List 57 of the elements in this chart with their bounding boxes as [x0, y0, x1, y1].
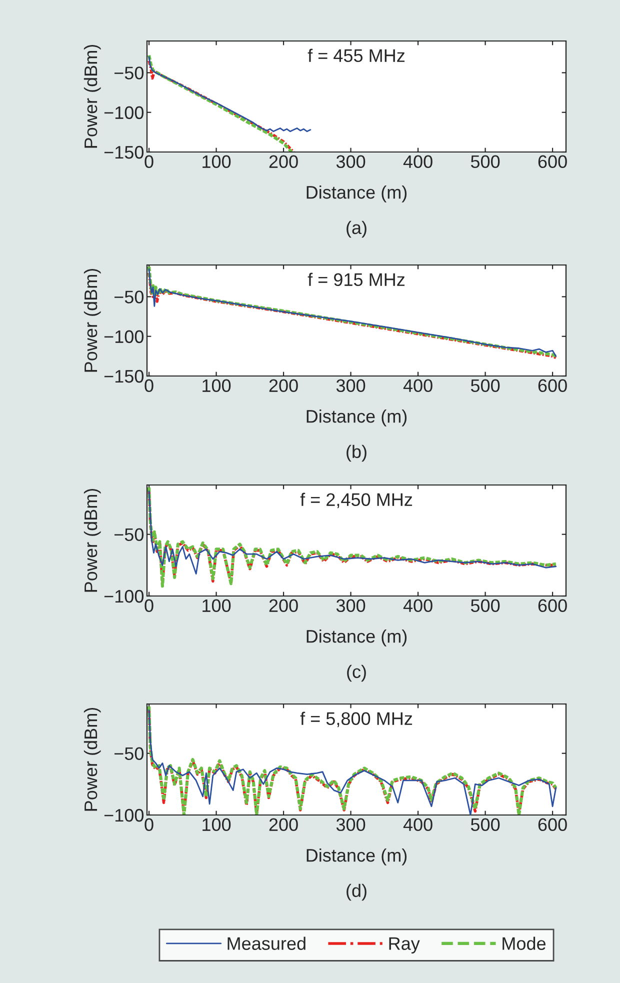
y-tick-label: −100: [104, 106, 144, 120]
x-tick-label: 200: [269, 379, 298, 392]
x-tick-label: 0: [144, 599, 154, 612]
chart-title: f = 915 MHz: [308, 272, 405, 286]
x-tick-label: 600: [538, 599, 567, 612]
x-tick-label: 500: [470, 155, 500, 168]
y-axis-title: Power (dBm): [84, 488, 101, 592]
text: (c): [347, 664, 366, 682]
x-axis-title: Distance (m): [306, 630, 407, 646]
x-tick-label: 100: [202, 818, 231, 832]
y-tick-label: −100: [104, 330, 144, 344]
x-tick-label: 200: [269, 155, 298, 168]
x-tick-label: 0: [144, 379, 154, 392]
x-tick-label: 100: [202, 599, 231, 612]
x-tick-label: 400: [403, 599, 432, 612]
x-tick-label: 600: [538, 379, 567, 392]
y-axis-title: Power (dBm): [84, 268, 101, 372]
y-axis-title: Power (dBm): [84, 708, 101, 811]
x-tick-label: 300: [336, 818, 366, 832]
x-tick-label: 0: [144, 818, 154, 832]
y-tick-label: −100: [104, 808, 144, 822]
x-tick-label: 600: [538, 155, 567, 168]
x-tick-label: 500: [470, 818, 500, 832]
y-tick-label: −50: [114, 528, 144, 542]
x-tick-label: 400: [403, 155, 432, 168]
y-tick-label: −50: [114, 747, 144, 760]
x-tick-label: 300: [336, 379, 366, 392]
y-tick-label: −150: [104, 146, 144, 159]
y-tick-label: −50: [114, 290, 144, 304]
legend-label: Ray: [389, 937, 420, 954]
x-tick-label: 400: [403, 379, 432, 392]
text: (d): [346, 884, 366, 901]
legend-label: Measured: [228, 936, 306, 950]
x-axis-title: Distance (m): [306, 186, 407, 202]
x-tick-label: 200: [269, 599, 298, 612]
text: (b): [346, 444, 366, 462]
x-tick-label: 100: [202, 155, 231, 168]
x-tick-label: 100: [202, 379, 231, 392]
y-axis-title: Power (dBm): [84, 44, 101, 148]
x-axis-title: Distance (m): [306, 410, 407, 426]
x-tick-label: 200: [269, 818, 298, 832]
y-tick-label: −50: [114, 66, 144, 80]
y-tick-label: −150: [104, 370, 144, 383]
y-tick-label: −100: [104, 590, 144, 603]
chart-title: f = 5,800 MHz: [300, 712, 412, 728]
chart-title: f = 455 MHz: [308, 48, 405, 62]
x-tick-label: 500: [470, 599, 500, 612]
x-axis-title: Distance (m): [306, 848, 407, 866]
x-tick-label: 600: [538, 818, 567, 832]
x-tick-label: 300: [336, 599, 366, 612]
legend-label: Mode: [502, 936, 546, 950]
x-tick-label: 300: [336, 155, 366, 168]
chart-title: f = 2,450 MHz: [300, 492, 412, 508]
text: (a): [346, 220, 366, 238]
x-tick-label: 400: [403, 818, 432, 832]
x-tick-label: 0: [144, 155, 154, 168]
x-tick-label: 500: [470, 379, 500, 392]
